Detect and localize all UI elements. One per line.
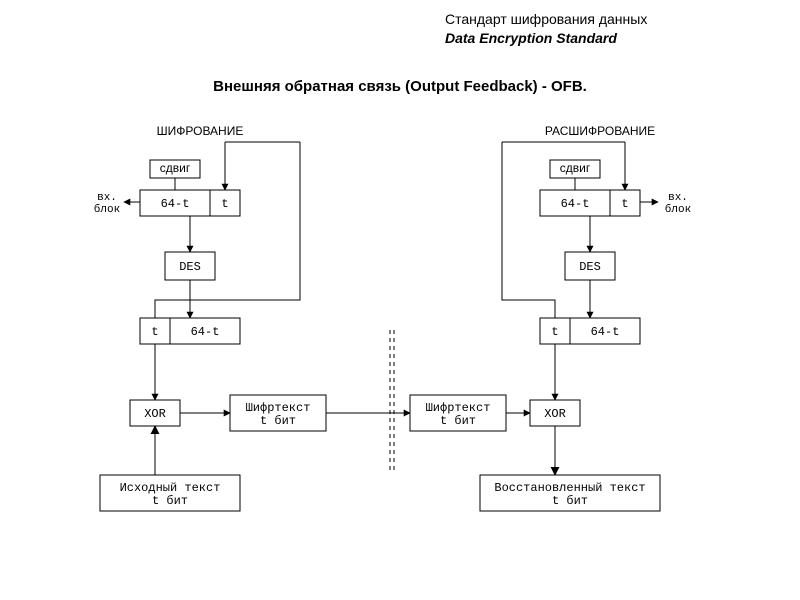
- recov-r-1: Восстановленный текст: [494, 481, 645, 495]
- plain-l-2: t бит: [152, 494, 188, 508]
- outreg-l-right: 64-t: [191, 325, 220, 339]
- recov-r-2: t бит: [552, 494, 588, 508]
- outreg-r-right: 64-t: [591, 325, 620, 339]
- cipher-r-2: t бит: [440, 414, 476, 428]
- encrypt-title: ШИФРОВАНИЕ: [157, 124, 244, 138]
- encrypt-side: ШИФРОВАНИЕ сдвиг 64-t t вх. блок DES t 6…: [94, 124, 326, 511]
- plain-l-1: Исходный текст: [120, 481, 221, 495]
- reg-l-left: 64-t: [161, 197, 190, 211]
- outreg-r-left: t: [551, 325, 558, 339]
- outreg-l-left: t: [151, 325, 158, 339]
- cipher-l-1: Шифртекст: [246, 401, 311, 415]
- reg-r-right: t: [621, 197, 628, 211]
- inblock-l-1: вх.: [97, 192, 117, 204]
- diagram-svg: ШИФРОВАНИЕ сдвиг 64-t t вх. блок DES t 6…: [0, 0, 800, 600]
- decrypt-title: РАСШИФРОВАНИЕ: [545, 124, 655, 138]
- shift-label-r: сдвиг: [560, 161, 591, 175]
- des-r-label: DES: [579, 260, 601, 274]
- reg-l-right: t: [221, 197, 228, 211]
- xor-r-label: XOR: [544, 407, 566, 421]
- cipher-r-1: Шифртекст: [426, 401, 491, 415]
- shift-label-l: сдвиг: [160, 161, 191, 175]
- decrypt-side: РАСШИФРОВАНИЕ сдвиг 64-t t вх. блок DES …: [410, 124, 691, 511]
- xor-l-label: XOR: [144, 407, 166, 421]
- cipher-l-2: t бит: [260, 414, 296, 428]
- des-l-label: DES: [179, 260, 201, 274]
- inblock-l-2: блок: [94, 203, 120, 216]
- inblock-r-2: блок: [665, 203, 691, 216]
- inblock-r-1: вх.: [668, 192, 688, 204]
- reg-r-left: 64-t: [561, 197, 590, 211]
